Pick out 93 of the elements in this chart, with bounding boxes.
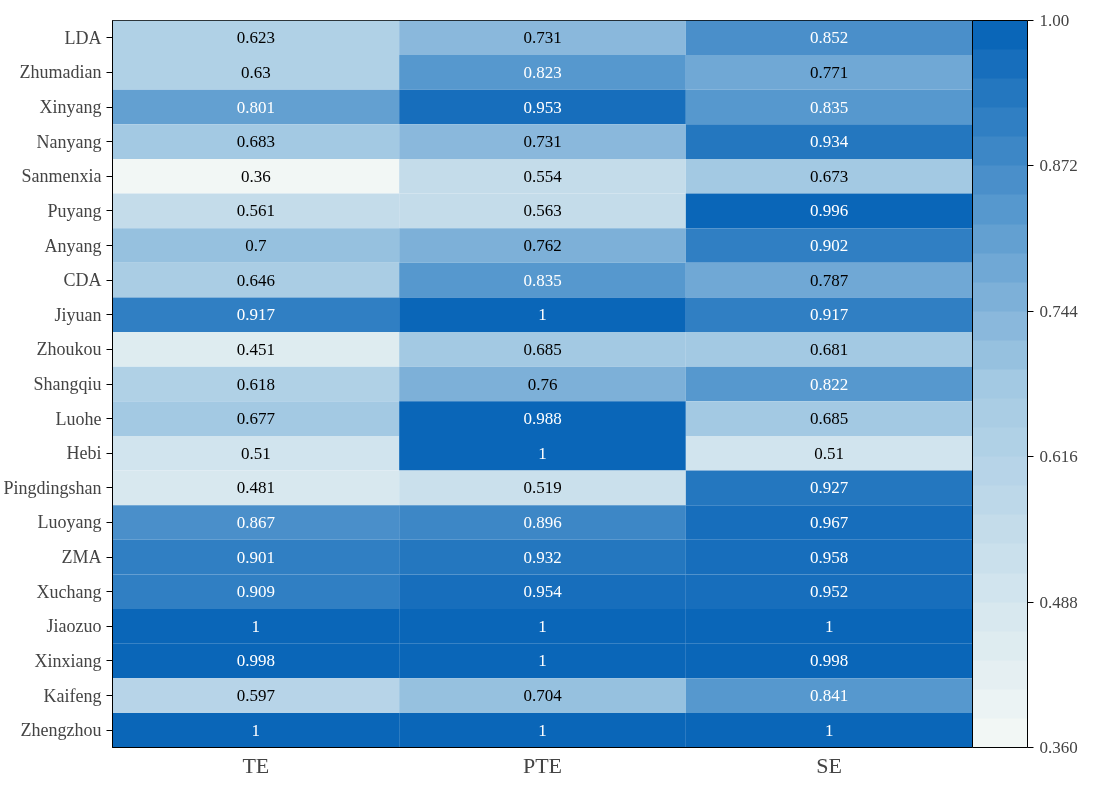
- data-label: 0.934: [810, 132, 849, 152]
- y-tick-label: Shangqiu: [33, 374, 102, 394]
- data-label: 0.683: [236, 132, 275, 152]
- y-tick-label: ZMA: [61, 547, 102, 568]
- data-label: 0.953: [523, 97, 562, 117]
- y-tick-label: Xinyang: [39, 97, 102, 118]
- y-tick-label: LDA: [64, 27, 102, 48]
- data-label: 0.841: [810, 686, 849, 706]
- data-label: 0.481: [236, 478, 275, 498]
- data-label: 1: [538, 720, 547, 740]
- data-label: 0.681: [810, 339, 849, 359]
- data-label: 0.685: [810, 409, 849, 429]
- y-tick-label: Xuchang: [36, 581, 102, 602]
- data-label: 0.952: [810, 582, 849, 602]
- data-label: 1: [538, 305, 547, 325]
- color-bar-label: 0.488: [1039, 592, 1078, 612]
- data-label: 0.909: [236, 582, 275, 602]
- y-tick-label: Kaifeng: [43, 685, 102, 706]
- data-label: 0.954: [523, 582, 563, 602]
- y-tick-label: Zhoukou: [36, 339, 102, 360]
- color-bar-label: 0.872: [1039, 156, 1078, 176]
- data-label: 0.51: [814, 443, 845, 463]
- data-label: 1: [251, 616, 261, 636]
- data-label: 0.623: [236, 28, 275, 48]
- data-label: 0.704: [523, 686, 563, 706]
- data-label: 0.998: [810, 651, 849, 671]
- data-label: 0.787: [810, 270, 849, 290]
- y-tick-label: CDA: [63, 270, 102, 291]
- data-label: 0.835: [810, 97, 849, 117]
- data-label: 0.7: [245, 236, 267, 256]
- data-label: 0.646: [236, 270, 275, 290]
- color-bar-label: 0.360: [1039, 738, 1078, 757]
- data-label: 1: [538, 651, 547, 671]
- data-label: 0.988: [523, 409, 562, 429]
- data-label: 0.673: [810, 166, 849, 186]
- data-label: 0.731: [523, 132, 562, 152]
- data-label: 0.451: [236, 339, 275, 359]
- y-tick-label: Hebi: [66, 443, 102, 464]
- data-label: 0.901: [236, 547, 275, 567]
- data-label: 0.801: [236, 97, 275, 117]
- y-tick-label: Luoyang: [37, 512, 102, 533]
- data-label: 0.823: [523, 62, 562, 82]
- data-label: 0.597: [236, 686, 276, 706]
- y-tick-label: Jiyuan: [54, 304, 102, 325]
- data-label: 0.896: [523, 512, 562, 532]
- data-label: 0.917: [236, 305, 276, 325]
- y-tick-label: Sanmenxia: [21, 166, 102, 187]
- data-label: 0.618: [236, 374, 275, 394]
- data-label: 0.63: [240, 62, 271, 82]
- data-label: 0.36: [240, 166, 271, 186]
- y-tick-label: Pingdingshan: [3, 477, 102, 498]
- data-label: 0.561: [236, 201, 275, 221]
- y-tick-label: Puyang: [47, 200, 102, 221]
- data-label: 0.902: [810, 236, 849, 256]
- data-label: 0.822: [810, 374, 849, 394]
- color-bar-label: 1.00: [1039, 11, 1070, 30]
- data-label: 0.958: [810, 547, 849, 567]
- y-tick-label: Xinxiang: [34, 650, 102, 671]
- color-bar-label: 0.616: [1039, 447, 1078, 467]
- data-label: 1: [538, 443, 547, 463]
- data-label: 0.731: [523, 28, 562, 48]
- color-bar-label: 0.744: [1039, 301, 1079, 321]
- data-label: 0.867: [236, 512, 276, 532]
- data-label: 0.771: [810, 62, 849, 82]
- data-label: 0.998: [236, 651, 275, 671]
- data-label: 1: [251, 720, 261, 740]
- data-label: 0.835: [523, 270, 562, 290]
- y-tick-label: Zhengzhou: [20, 720, 102, 741]
- y-tick-label: Jiaozuo: [46, 616, 102, 637]
- data-label: 0.996: [810, 201, 849, 221]
- data-label: 0.677: [236, 409, 276, 429]
- y-tick-label: Anyang: [44, 235, 102, 256]
- data-label: 0.762: [523, 236, 562, 256]
- data-label: 0.51: [240, 443, 271, 463]
- data-label: 1: [538, 616, 547, 636]
- y-tick-label: Luohe: [55, 408, 102, 429]
- data-label: 0.76: [527, 374, 558, 394]
- data-label: 0.852: [810, 28, 849, 48]
- x-tick-label: SE: [816, 752, 843, 778]
- data-label: 0.917: [810, 305, 849, 325]
- data-label: 0.967: [810, 512, 849, 532]
- data-label: 0.932: [523, 547, 562, 567]
- data-label: 0.685: [523, 339, 562, 359]
- data-label: 0.563: [523, 201, 562, 221]
- x-tick-label: TE: [242, 752, 270, 778]
- data-label: 1: [824, 720, 834, 740]
- y-tick-label: Zhumadian: [19, 62, 102, 83]
- data-label: 0.519: [523, 478, 562, 498]
- x-tick-label: PTE: [522, 752, 563, 778]
- y-tick-label: Nanyang: [36, 131, 102, 152]
- data-label: 0.927: [810, 478, 849, 498]
- data-label: 1: [824, 616, 834, 636]
- data-label: 0.554: [523, 166, 563, 186]
